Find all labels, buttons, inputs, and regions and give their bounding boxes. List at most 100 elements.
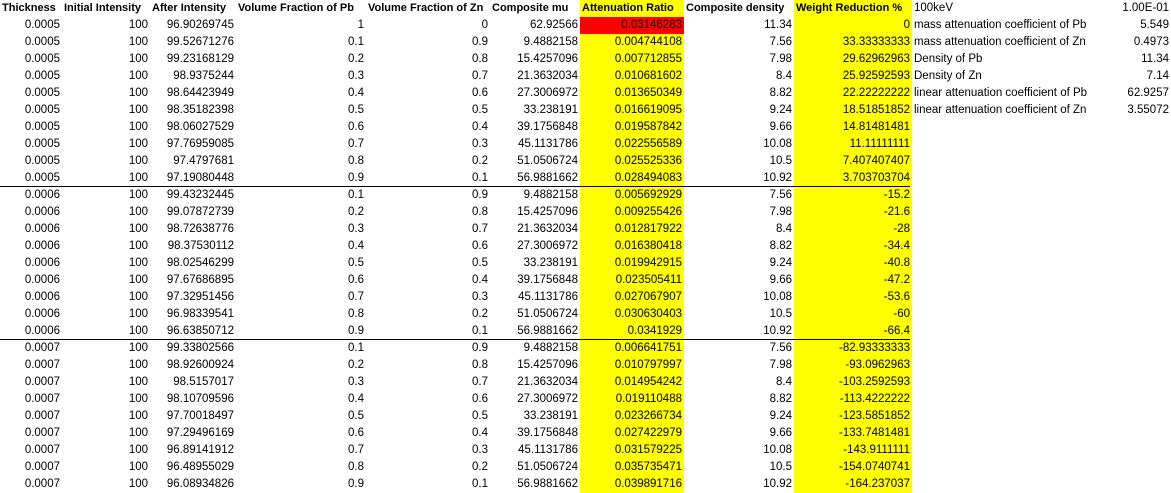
cell-attenuation-ratio[interactable]: 0.013650349 — [580, 85, 684, 102]
cell-composite-density[interactable]: 10.08 — [763, 291, 792, 303]
cell-weight-reduction[interactable]: -123.5851852 — [794, 408, 912, 425]
cell-volume-fraction-zn[interactable]: 0.7 — [472, 223, 488, 235]
cell-attenuation-ratio[interactable]: 0.010681602 — [580, 68, 684, 85]
cell-after-intensity[interactable]: 97.4797681 — [173, 155, 234, 167]
cell-composite-density[interactable]: 10.5 — [769, 308, 792, 320]
cell-volume-fraction-zn[interactable]: 0.7 — [472, 70, 488, 82]
cell-volume-fraction-pb[interactable]: 1 — [357, 19, 364, 31]
cell-volume-fraction-pb[interactable]: 0.3 — [348, 223, 364, 235]
cell-after-intensity[interactable]: 98.72638776 — [166, 223, 234, 235]
cell-volume-fraction-pb[interactable]: 0.7 — [348, 291, 364, 303]
cell-after-intensity[interactable]: 96.08934826 — [166, 478, 234, 490]
cell-weight-reduction[interactable]: 18.51851852 — [794, 102, 912, 119]
cell-initial-intensity[interactable]: 100 — [128, 70, 148, 82]
cell-composite-mu[interactable]: 33.238191 — [523, 410, 578, 422]
cell-attenuation-ratio[interactable]: 0.012817922 — [580, 221, 684, 238]
cell-volume-fraction-pb[interactable]: 0.7 — [348, 138, 364, 150]
cell-composite-mu[interactable]: 51.0506724 — [517, 461, 578, 473]
cell-attenuation-ratio[interactable]: 0.005692929 — [580, 187, 684, 204]
cell-composite-mu[interactable]: 51.0506724 — [517, 155, 578, 167]
cell-volume-fraction-zn[interactable]: 0.6 — [472, 240, 488, 252]
cell-after-intensity[interactable]: 97.67686895 — [166, 274, 234, 286]
cell-initial-intensity[interactable]: 100 — [128, 461, 148, 473]
cell-composite-density[interactable]: 7.56 — [769, 342, 792, 354]
cell-weight-reduction[interactable]: 14.81481481 — [794, 119, 912, 136]
cell-thickness[interactable]: 0.0005 — [24, 138, 60, 150]
cell-thickness[interactable]: 0.0007 — [24, 444, 60, 456]
cell-volume-fraction-pb[interactable]: 0.1 — [348, 189, 364, 201]
cell-volume-fraction-zn[interactable]: 0.3 — [472, 444, 488, 456]
cell-initial-intensity[interactable]: 100 — [128, 172, 148, 184]
cell-volume-fraction-pb[interactable]: 0.5 — [348, 257, 364, 269]
cell-attenuation-ratio[interactable]: 0.039891716 — [580, 476, 684, 493]
cell-composite-density[interactable]: 11.34 — [764, 19, 792, 31]
cell-composite-density[interactable]: 10.92 — [763, 325, 792, 337]
cell-weight-reduction[interactable]: -82.93333333 — [794, 340, 912, 357]
cell-composite-mu[interactable]: 9.4882158 — [523, 189, 578, 201]
cell-volume-fraction-pb[interactable]: 0.7 — [348, 444, 364, 456]
cell-initial-intensity[interactable]: 100 — [128, 257, 148, 269]
cell-composite-mu[interactable]: 15.4257096 — [517, 206, 578, 218]
cell-weight-reduction[interactable]: -40.8 — [794, 255, 912, 272]
cell-composite-mu[interactable]: 33.238191 — [523, 104, 578, 116]
cell-after-intensity[interactable]: 98.10709596 — [166, 393, 234, 405]
cell-attenuation-ratio[interactable]: 0.006641751 — [580, 340, 684, 357]
cell-composite-density[interactable]: 7.56 — [769, 36, 792, 48]
cell-volume-fraction-zn[interactable]: 0.2 — [472, 155, 488, 167]
cell-volume-fraction-pb[interactable]: 0.3 — [348, 376, 364, 388]
cell-attenuation-ratio[interactable]: 0.014954242 — [580, 374, 684, 391]
cell-composite-density[interactable]: 9.66 — [769, 427, 792, 439]
cell-volume-fraction-zn[interactable]: 0.3 — [472, 291, 488, 303]
cell-initial-intensity[interactable]: 100 — [128, 410, 148, 422]
cell-initial-intensity[interactable]: 100 — [128, 308, 148, 320]
cell-composite-mu[interactable]: 39.1756848 — [517, 121, 578, 133]
cell-weight-reduction[interactable]: -60 — [794, 306, 912, 323]
header-thickness[interactable]: Thickness — [2, 2, 56, 14]
cell-attenuation-ratio[interactable]: 0.0341929 — [580, 323, 684, 340]
cell-after-intensity[interactable]: 98.37530112 — [167, 240, 234, 252]
cell-volume-fraction-pb[interactable]: 0.9 — [348, 325, 364, 337]
side-note-value[interactable]: 11.34 — [1141, 53, 1169, 65]
cell-weight-reduction[interactable]: -143.9111111 — [794, 442, 912, 459]
cell-thickness[interactable]: 0.0005 — [24, 104, 60, 116]
cell-volume-fraction-zn[interactable]: 0.7 — [472, 376, 488, 388]
side-note-label[interactable]: Density of Zn — [914, 70, 982, 82]
cell-attenuation-ratio[interactable]: 0.027067907 — [580, 289, 684, 306]
cell-after-intensity[interactable]: 98.9375244 — [173, 70, 234, 82]
cell-after-intensity[interactable]: 98.64423949 — [166, 87, 234, 99]
cell-initial-intensity[interactable]: 100 — [128, 189, 148, 201]
side-note-value[interactable]: 7.14 — [1146, 70, 1169, 82]
header-volume-fraction-pb[interactable]: Volume Fraction of Pb — [238, 2, 354, 14]
header-initial-intensity[interactable]: Initial Intensity — [64, 2, 142, 14]
cell-attenuation-ratio[interactable]: 0.004744108 — [580, 34, 684, 51]
cell-initial-intensity[interactable]: 100 — [128, 376, 148, 388]
cell-initial-intensity[interactable]: 100 — [128, 444, 148, 456]
cell-after-intensity[interactable]: 96.89141912 — [166, 444, 234, 456]
cell-volume-fraction-zn[interactable]: 0.9 — [472, 189, 488, 201]
cell-volume-fraction-pb[interactable]: 0.5 — [348, 104, 364, 116]
cell-volume-fraction-zn[interactable]: 0.3 — [472, 138, 488, 150]
cell-thickness[interactable]: 0.0006 — [24, 189, 60, 201]
cell-attenuation-ratio[interactable]: 0.035735471 — [580, 459, 684, 476]
cell-thickness[interactable]: 0.0005 — [24, 70, 60, 82]
cell-composite-mu[interactable]: 21.3632034 — [517, 70, 578, 82]
cell-volume-fraction-pb[interactable]: 0.3 — [348, 70, 364, 82]
cell-after-intensity[interactable]: 96.90269745 — [166, 19, 234, 31]
cell-initial-intensity[interactable]: 100 — [128, 121, 148, 133]
cell-thickness[interactable]: 0.0006 — [24, 257, 60, 269]
cell-after-intensity[interactable]: 97.29496169 — [166, 427, 234, 439]
cell-composite-mu[interactable]: 45.1131786 — [518, 138, 578, 150]
cell-volume-fraction-pb[interactable]: 0.1 — [348, 36, 364, 48]
cell-volume-fraction-pb[interactable]: 0.5 — [348, 410, 364, 422]
cell-weight-reduction[interactable]: -103.2592593 — [794, 374, 912, 391]
cell-after-intensity[interactable]: 99.07872739 — [166, 206, 234, 218]
cell-after-intensity[interactable]: 96.63850712 — [166, 325, 234, 337]
cell-initial-intensity[interactable]: 100 — [128, 478, 148, 490]
cell-weight-reduction[interactable]: 33.33333333 — [794, 34, 912, 51]
cell-composite-density[interactable]: 8.82 — [769, 240, 792, 252]
cell-weight-reduction[interactable]: -15.2 — [794, 187, 912, 204]
cell-initial-intensity[interactable]: 100 — [128, 36, 148, 48]
cell-thickness[interactable]: 0.0007 — [24, 410, 60, 422]
side-note-value[interactable]: 62.9257 — [1127, 87, 1169, 99]
cell-weight-reduction[interactable]: -66.4 — [794, 323, 912, 340]
